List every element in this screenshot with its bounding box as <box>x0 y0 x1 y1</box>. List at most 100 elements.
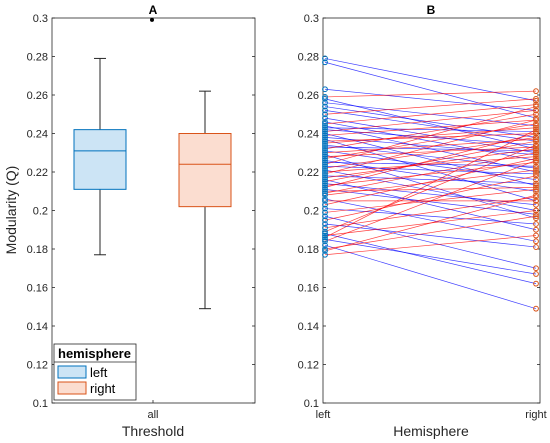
legend-swatch-left <box>57 365 87 379</box>
right-point <box>533 159 539 166</box>
subject-line <box>324 215 537 250</box>
outlier-point <box>150 17 154 22</box>
subject-line <box>324 133 537 142</box>
panel-b-label: B <box>427 3 436 17</box>
subject-line <box>324 165 537 175</box>
subject-line <box>324 160 537 192</box>
left-point <box>322 153 328 160</box>
subject-line <box>324 106 537 165</box>
subject-line <box>324 119 537 136</box>
right-point <box>533 238 539 245</box>
left-point <box>322 94 328 100</box>
right-point <box>533 207 539 214</box>
right-point <box>533 142 539 148</box>
right-point <box>533 184 539 191</box>
left-point <box>322 221 328 227</box>
left-point <box>322 163 328 170</box>
subject-line <box>324 88 537 111</box>
panel-b-x-tick-left: left <box>316 409 331 421</box>
left-point <box>322 149 328 156</box>
subject-line <box>324 150 537 181</box>
right-point <box>533 144 539 150</box>
left-point <box>322 248 328 254</box>
subject-line <box>324 119 537 175</box>
subject-line <box>324 158 537 206</box>
left-point <box>322 182 328 189</box>
panel-b-lines <box>324 58 537 310</box>
right-point <box>533 201 539 208</box>
right-point <box>533 88 539 95</box>
right-point <box>533 169 539 175</box>
panel-b-y-tick-label: 0.3 <box>304 13 319 25</box>
left-point <box>322 209 328 216</box>
right-point <box>533 176 539 183</box>
left-point <box>322 246 328 252</box>
left-point <box>322 174 328 181</box>
subject-line <box>324 215 537 269</box>
right-point <box>533 163 539 170</box>
left-point <box>322 151 328 158</box>
left-point <box>322 122 328 129</box>
right-point <box>533 153 539 160</box>
left-point <box>322 201 328 208</box>
right-point <box>533 157 539 164</box>
panel-b-y-tick-label: 0.22 <box>298 167 319 179</box>
subject-line <box>324 175 537 221</box>
right-point <box>533 151 539 158</box>
subject-line <box>324 133 537 188</box>
panel-a-y-axis-title: Modularity (Q) <box>3 166 19 255</box>
subject-line <box>324 138 537 154</box>
right-point <box>533 165 539 172</box>
legend-label-right: right <box>90 381 116 396</box>
panel-b-y-tick-label: 0.24 <box>298 129 319 141</box>
panel-a: 0.1 0.12 0.14 0.16 0.18 0.2 0.22 0.24 0.26 0.28 0.… <box>3 3 256 439</box>
right-point <box>533 171 539 177</box>
left-point <box>322 167 328 173</box>
subject-line <box>324 129 537 238</box>
subject-line <box>324 196 537 229</box>
left-point <box>322 169 328 175</box>
subject-line <box>324 198 537 242</box>
right-point <box>533 124 539 131</box>
panel-b-y-tick-label: 0.28 <box>298 52 319 64</box>
panel-a-axes-box <box>51 17 256 404</box>
left-point <box>322 224 328 231</box>
right-point <box>533 221 539 227</box>
right-point <box>533 197 539 204</box>
right-point <box>533 107 539 114</box>
panel-a-y-tick-label: 0.2 <box>33 206 48 218</box>
left-point <box>322 172 328 179</box>
box-iqr <box>178 133 232 208</box>
right-point <box>533 117 539 123</box>
panel-a-y-tick-label: 0.16 <box>27 283 48 295</box>
right-point <box>533 130 539 137</box>
right-point <box>533 186 539 193</box>
left-point <box>322 142 328 148</box>
subject-line <box>324 123 537 159</box>
right-point <box>533 136 539 143</box>
panel-b-x-axis-title: Hemisphere <box>393 423 469 439</box>
subject-line <box>324 148 537 179</box>
panel-b-x-tick-right: right <box>525 409 546 421</box>
right-point <box>533 147 539 154</box>
panel-a-y-tick-label: 0.1 <box>33 398 48 410</box>
right-point <box>533 128 539 135</box>
left-point <box>322 196 328 202</box>
left-point <box>322 176 328 183</box>
left-point <box>322 190 328 197</box>
left-point <box>322 242 328 249</box>
right-point <box>533 194 539 200</box>
subject-line <box>324 175 537 184</box>
right-point <box>533 271 539 277</box>
subject-line <box>324 113 537 150</box>
subject-line <box>324 61 537 119</box>
left-point <box>322 192 328 199</box>
left-point <box>322 147 328 154</box>
right-point <box>533 111 539 118</box>
right-point <box>533 244 539 250</box>
left-point <box>322 205 328 212</box>
subject-line <box>324 98 537 150</box>
right-point <box>533 180 539 187</box>
right-point <box>533 215 539 222</box>
